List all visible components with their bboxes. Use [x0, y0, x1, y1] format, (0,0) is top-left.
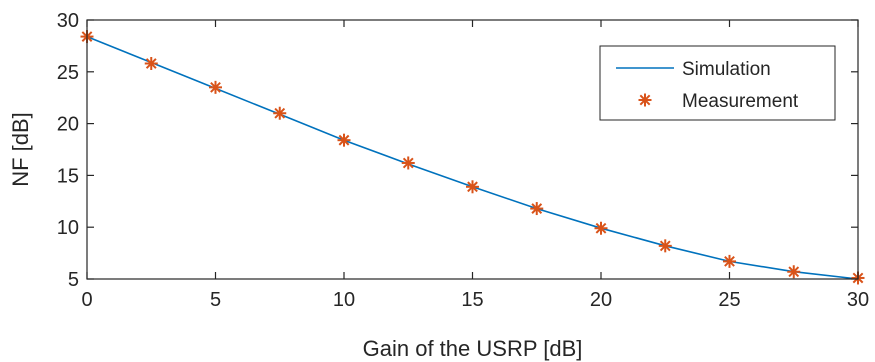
- data-point-measurement: [787, 265, 801, 279]
- data-point-measurement: [401, 156, 415, 170]
- data-point-measurement: [594, 221, 608, 235]
- y-tick-label: 10: [57, 217, 79, 239]
- x-tick-label: 5: [210, 289, 221, 311]
- data-point-measurement: [337, 133, 351, 147]
- y-tick-label: 5: [68, 269, 79, 291]
- x-tick-label: 15: [461, 289, 483, 311]
- legend-box: [599, 45, 836, 121]
- x-axis-label: Gain of the USRP [dB]: [363, 336, 583, 361]
- y-tick-label: 20: [57, 114, 79, 136]
- x-tick-label: 20: [590, 289, 612, 311]
- y-tick-label: 25: [57, 62, 79, 84]
- data-point-measurement: [723, 254, 736, 268]
- x-tick-label: 25: [718, 289, 740, 311]
- legend-label-measurement: Measurement: [682, 91, 799, 112]
- data-point-measurement: [530, 202, 544, 216]
- data-point-measurement: [658, 239, 672, 253]
- y-tick-label: 30: [57, 10, 79, 32]
- x-tick-label: 0: [81, 289, 92, 311]
- legend-label-simulation: Simulation: [682, 59, 771, 80]
- data-point-measurement: [466, 180, 479, 194]
- y-tick-label: 15: [57, 165, 79, 187]
- y-axis-label: NF [dB]: [8, 112, 33, 187]
- legend: Simulation Measurement: [599, 45, 836, 121]
- legend-marker-swatch: [638, 93, 652, 107]
- data-point-measurement: [273, 106, 287, 120]
- x-tick-label: 30: [847, 289, 869, 311]
- x-tick-label: 10: [333, 289, 355, 311]
- data-point-measurement: [209, 80, 222, 94]
- data-point-measurement: [144, 57, 158, 71]
